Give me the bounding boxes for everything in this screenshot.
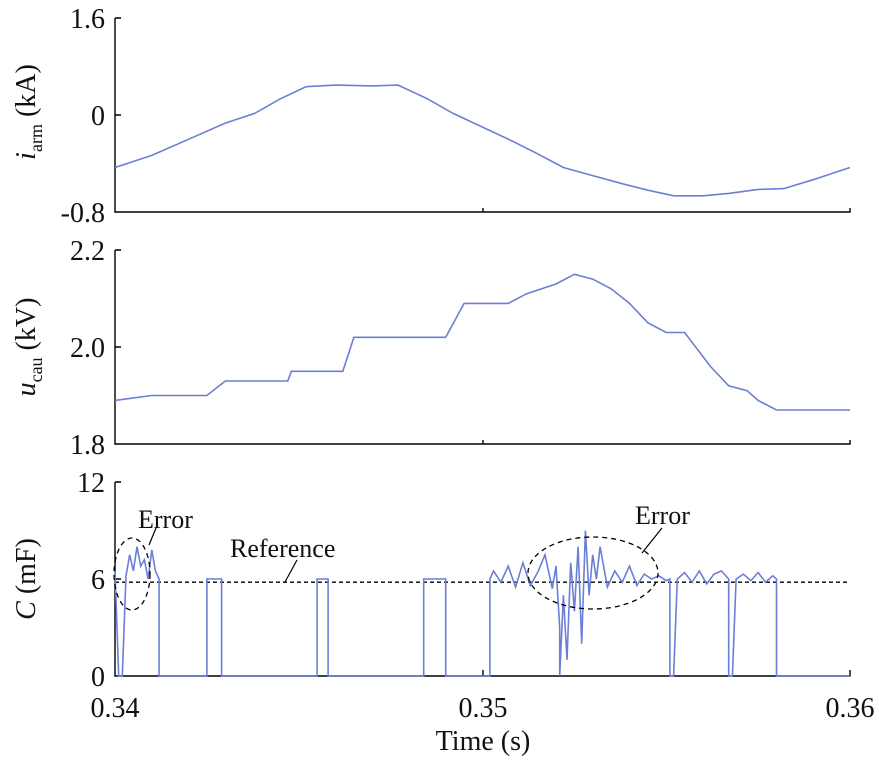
panel-capacitance-ytick-bottom: 0 <box>91 662 105 693</box>
panel-voltage-ytick-bottom: 1.8 <box>70 430 105 461</box>
panel-current-ytick-bottom: -0.8 <box>61 198 105 229</box>
panel-voltage-axes <box>114 249 851 445</box>
panel-current-ytick-top: 1.6 <box>70 4 105 35</box>
panel-current-ytick-mid: 0 <box>91 101 105 132</box>
panel-current-series-line <box>114 84 851 197</box>
panel-capacitance-series-line <box>114 530 850 677</box>
panel-capacitance-ytick-top: 12 <box>77 468 105 499</box>
error-leader-left <box>148 527 157 546</box>
panel-voltage-series-line <box>114 273 850 411</box>
error-label-right: Error <box>635 501 690 530</box>
reference-leader <box>284 559 298 583</box>
xtick-0: 0.34 <box>91 693 140 724</box>
panel-current-ylabel: iarm (kA) <box>11 64 46 160</box>
panel-voltage-ylabel: ucau (kV) <box>11 298 46 397</box>
panel-voltage-ytick-mid: 2.0 <box>70 333 105 364</box>
error-label-left: Error <box>138 505 193 534</box>
error-ellipse-right <box>527 536 659 610</box>
panel-capacitance-ylabel: C (mF) <box>11 538 42 620</box>
xtick-1: 0.35 <box>459 693 508 724</box>
panel-current: 1.6 0 -0.8 iarm (kA) <box>11 4 851 229</box>
error-leader-right <box>641 527 663 554</box>
panel-capacitance: 12 6 0 C (mF) Error Reference Error 0.34… <box>11 468 875 757</box>
panel-voltage-ytick-top: 2.2 <box>70 236 105 267</box>
panel-capacitance-axes <box>114 481 851 677</box>
panel-voltage: 2.2 2.0 1.8 ucau (kV) <box>11 236 851 461</box>
reference-label: Reference <box>230 534 335 563</box>
panel-current-axes <box>114 17 851 213</box>
xtick-2: 0.36 <box>826 693 875 724</box>
error-ellipse-left <box>113 537 151 611</box>
panel-capacitance-ytick-mid: 6 <box>91 565 105 596</box>
x-axis-title: Time (s) <box>436 726 531 757</box>
